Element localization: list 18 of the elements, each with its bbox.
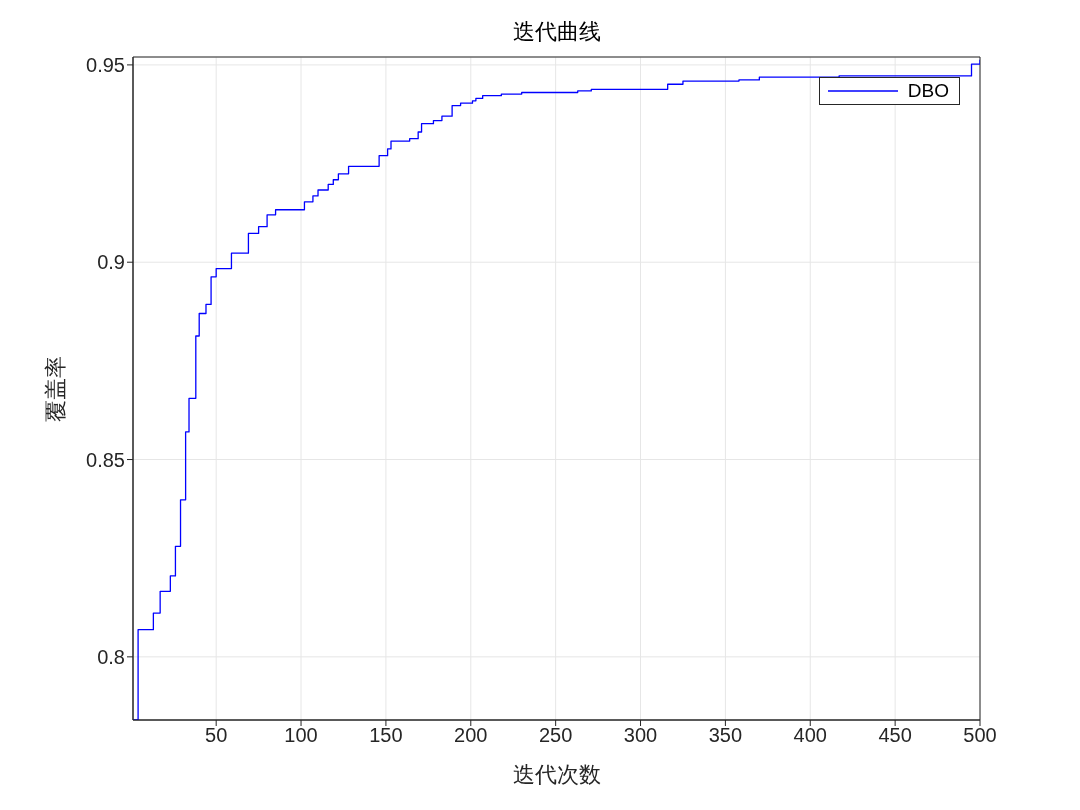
y-tick-label: 0.9 xyxy=(97,251,125,274)
x-tick-label: 350 xyxy=(708,724,743,747)
x-tick-label: 300 xyxy=(623,724,658,747)
y-axis-title: 覆盖率 xyxy=(42,355,68,422)
x-tick-label: 200 xyxy=(454,724,488,747)
y-tick-label: 0.85 xyxy=(86,448,125,471)
chart-title: 迭代曲线 xyxy=(511,18,602,46)
x-tick-label: 250 xyxy=(538,724,573,747)
x-tick-label: 400 xyxy=(793,724,827,747)
legend-label: DBO xyxy=(907,80,949,102)
y-tick-label: 0.8 xyxy=(97,645,125,668)
x-axis-title: 迭代次数 xyxy=(512,762,601,787)
x-tick-label: 100 xyxy=(284,724,318,747)
x-tick-label: 500 xyxy=(963,724,997,747)
y-tick-label: 0.95 xyxy=(86,53,125,76)
x-tick-label: 50 xyxy=(205,724,228,747)
x-tick-label: 150 xyxy=(369,724,403,747)
x-tick-label: 450 xyxy=(878,724,912,747)
